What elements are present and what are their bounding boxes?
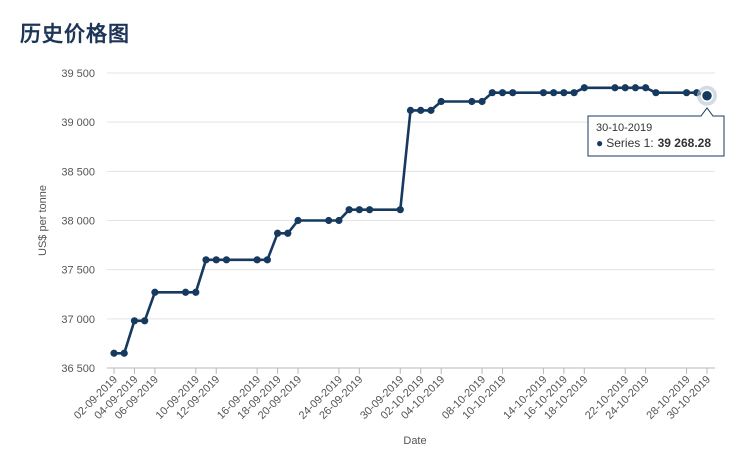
y-tick-label: 39 500 <box>61 68 95 80</box>
x-axis: 02-09-201904-09-201906-09-201910-09-2019… <box>72 367 715 422</box>
data-point[interactable] <box>417 106 425 114</box>
data-point[interactable] <box>468 97 476 106</box>
tooltip-value: 39 268.28 <box>658 136 712 150</box>
data-point[interactable] <box>366 206 374 214</box>
data-point[interactable] <box>110 349 118 357</box>
data-point[interactable] <box>488 89 496 97</box>
data-point[interactable] <box>222 256 231 264</box>
data-point[interactable] <box>335 216 343 225</box>
data-point[interactable] <box>682 89 691 97</box>
y-tick-label: 37 000 <box>61 314 95 326</box>
data-point[interactable] <box>570 89 578 97</box>
data-point-active[interactable] <box>700 89 714 103</box>
y-tick-label: 37 500 <box>61 265 95 277</box>
data-point[interactable] <box>345 206 353 214</box>
tooltip-series-label: Series 1: <box>606 136 653 150</box>
data-point[interactable] <box>181 288 190 296</box>
y-tick-label: 39 000 <box>61 117 95 129</box>
data-point[interactable] <box>539 89 548 97</box>
data-point[interactable] <box>253 256 261 264</box>
y-tick-label: 38 500 <box>61 166 95 178</box>
data-point[interactable] <box>427 106 435 114</box>
data-point[interactable] <box>550 89 558 97</box>
data-point[interactable] <box>130 317 139 325</box>
data-point[interactable] <box>355 206 363 214</box>
data-point[interactable] <box>611 84 619 92</box>
data-point[interactable] <box>212 256 220 264</box>
tooltip-date: 30-10-2019 <box>596 122 652 134</box>
data-point[interactable] <box>509 89 517 97</box>
series-1 <box>110 84 717 357</box>
data-point[interactable] <box>631 84 640 92</box>
x-axis-title: Date <box>403 435 426 447</box>
data-point[interactable] <box>437 97 445 106</box>
data-point[interactable] <box>478 97 486 106</box>
data-point[interactable] <box>284 229 292 237</box>
data-point[interactable] <box>396 206 404 214</box>
y-axis-ticks: 36 500 37 000 37 500 38 000 38 500 39 000 39 5… <box>61 68 95 375</box>
data-point[interactable] <box>202 256 210 264</box>
page-title: 历史价格图 <box>20 22 130 46</box>
y-tick-label: 38 000 <box>61 216 95 228</box>
tooltip-box <box>587 107 725 157</box>
data-point[interactable] <box>294 216 302 225</box>
data-point[interactable] <box>498 89 507 97</box>
y-tick-label: 36 500 <box>61 363 95 375</box>
data-point[interactable] <box>273 229 282 237</box>
data-point[interactable] <box>120 349 128 357</box>
data-point[interactable] <box>652 89 660 97</box>
data-point[interactable] <box>151 288 159 296</box>
data-point[interactable] <box>263 256 271 264</box>
data-point[interactable] <box>406 106 415 114</box>
y-axis-title: US$ per tonne <box>37 185 49 256</box>
data-point[interactable] <box>560 89 568 97</box>
tooltip-value-line: ● Series 1: 39 268.28 <box>596 136 711 150</box>
data-point[interactable] <box>580 84 588 92</box>
data-point[interactable] <box>192 288 200 296</box>
data-point[interactable] <box>325 216 333 225</box>
data-point[interactable] <box>642 84 650 92</box>
tooltip: 30-10-2019 ● Series 1: 39 268.28 <box>587 107 725 157</box>
data-point[interactable] <box>621 84 629 92</box>
data-point[interactable] <box>141 317 149 325</box>
tooltip-series-bullet: ● <box>596 136 603 150</box>
